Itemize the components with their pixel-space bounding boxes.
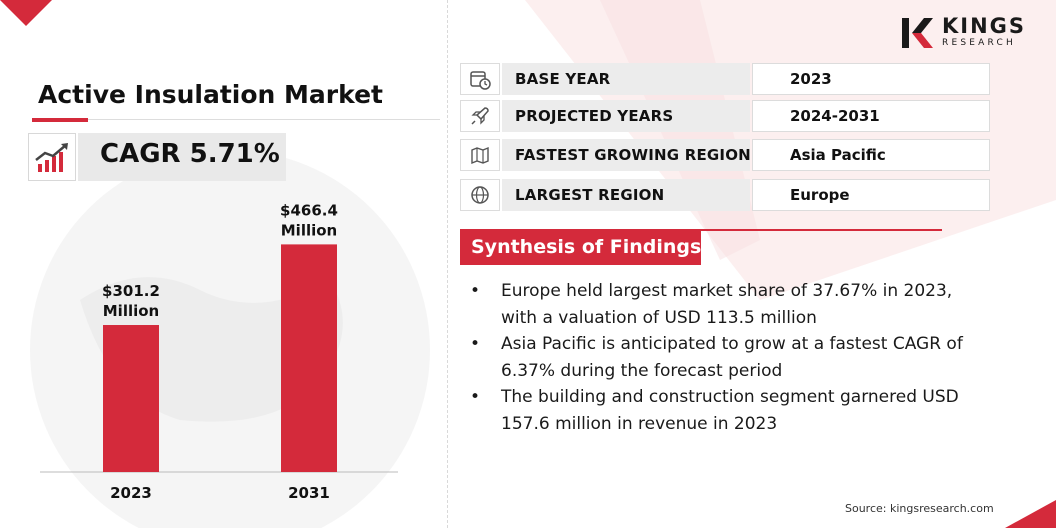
info-label: PROJECTED YEARS: [515, 107, 674, 125]
bar-unit-label: Million: [103, 302, 159, 320]
info-value-bg: [752, 63, 990, 95]
logo-name: KINGS: [942, 14, 1027, 38]
info-label: FASTEST GROWING REGION: [515, 146, 751, 164]
logo-subtitle: RESEARCH: [942, 38, 1016, 48]
info-value: Asia Pacific: [790, 146, 886, 164]
kings-logo-icon: [900, 16, 938, 50]
globe-icon: [460, 179, 500, 211]
bar-2031: [281, 244, 337, 472]
info-label-bg: [502, 100, 750, 132]
info-row-base-year: BASE YEAR 2023: [460, 63, 990, 95]
list-item: • The building and construction segment …: [470, 384, 1030, 437]
page-title: Active Insulation Market: [38, 80, 383, 109]
bar-2023: [103, 325, 159, 472]
bullet-dot: •: [470, 387, 481, 407]
info-value-bg: [752, 139, 990, 171]
info-value-bg: [752, 100, 990, 132]
finding-line: Asia Pacific is anticipated to grow at a…: [501, 334, 963, 354]
bullet-dot: •: [470, 281, 481, 301]
info-row-fastest-growing-region: FASTEST GROWING REGION Asia Pacific: [460, 139, 990, 171]
bar-unit-label: Million: [281, 221, 337, 239]
info-value: 2023: [790, 70, 832, 88]
info-value: 2024-2031: [790, 107, 880, 125]
x-tick-label: 2023: [110, 484, 152, 502]
info-value: Europe: [790, 186, 850, 204]
calendar-clock-icon: [460, 63, 500, 95]
findings-list: • Europe held largest market share of 37…: [470, 278, 1030, 437]
info-label-bg: [502, 139, 750, 171]
info-row-projected-years: PROJECTED YEARS 2024-2031: [460, 100, 990, 132]
region-map-icon: [460, 139, 500, 171]
findings-accent-line: [460, 229, 942, 231]
info-row-largest-region: LARGEST REGION Europe: [460, 179, 990, 211]
source-citation: Source: kingsresearch.com: [845, 502, 994, 515]
bar-value-label: $466.4: [280, 201, 338, 219]
finding-line: The building and construction segment ga…: [501, 387, 959, 407]
title-accent-underline: [32, 118, 88, 122]
title-divider-line: [88, 119, 440, 120]
info-label: BASE YEAR: [515, 70, 611, 88]
list-item: • Europe held largest market share of 37…: [470, 278, 1030, 331]
bullet-dot: •: [470, 334, 481, 354]
panel-divider: [447, 0, 448, 528]
list-item: • Asia Pacific is anticipated to grow at…: [470, 331, 1030, 384]
info-label: LARGEST REGION: [515, 186, 665, 204]
bar-chart: $301.2 Million 2023 $466.4 Million 2031: [40, 201, 398, 502]
cagr-value: CAGR 5.71%: [100, 139, 280, 169]
findings-header: [460, 231, 701, 265]
finding-line: Europe held largest market share of 37.6…: [501, 281, 953, 301]
finding-line: with a valuation of USD 113.5 million: [501, 307, 817, 328]
info-value-bg: [752, 179, 990, 211]
finding-line: 6.37% during the forecast period: [501, 360, 783, 381]
bar-value-label: $301.2: [102, 282, 160, 300]
findings-title: Synthesis of Findings: [471, 236, 702, 258]
x-tick-label: 2031: [288, 484, 330, 502]
growth-chart-icon: [28, 133, 76, 181]
info-label-bg: [502, 63, 750, 95]
rocket-icon: [460, 100, 500, 132]
cagr-box: [78, 133, 286, 181]
finding-line: 157.6 million in revenue in 2023: [501, 413, 778, 434]
info-label-bg: [502, 179, 750, 211]
